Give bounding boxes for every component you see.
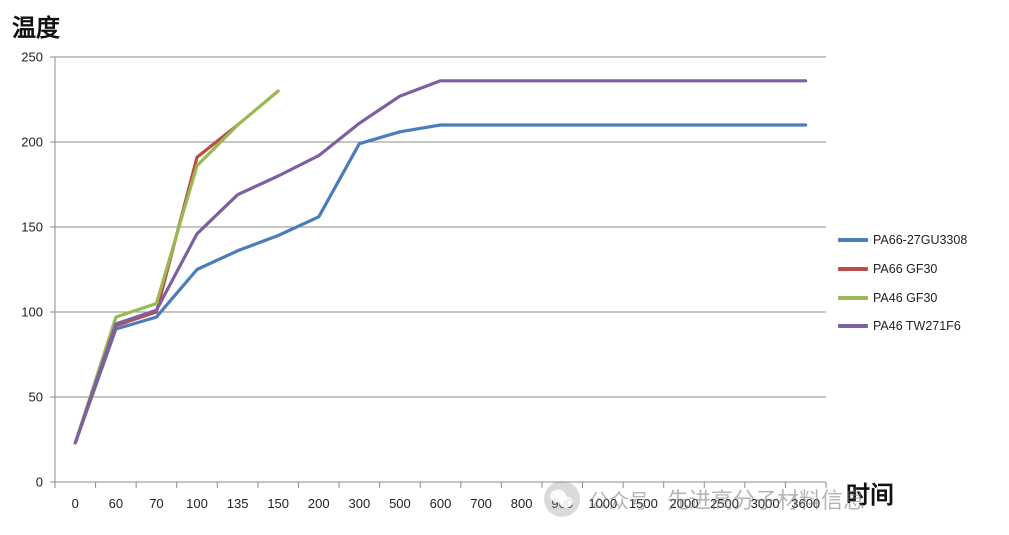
legend-label: PA66 GF30 xyxy=(873,262,938,277)
legend-item: PA66 GF30 xyxy=(838,255,1003,284)
x-tick-label: 0 xyxy=(72,496,79,511)
legend-swatch xyxy=(838,324,868,329)
legend-label: PA66-27GU3308 xyxy=(873,233,968,248)
axes xyxy=(50,56,827,488)
wechat-icon xyxy=(543,480,581,518)
legend-label: PA46 TW271F6 xyxy=(873,319,961,334)
watermark-source: 公众号 xyxy=(589,488,649,513)
legend-label: PA46 GF30 xyxy=(873,290,938,305)
legend-swatch xyxy=(838,267,868,272)
gridlines xyxy=(55,56,826,398)
x-tick-label: 1000 xyxy=(588,496,617,511)
series-line xyxy=(73,79,808,445)
x-axis-title: 时间 xyxy=(846,481,894,509)
x-tick-label: 1500 xyxy=(629,496,658,511)
y-tick-label: 200 xyxy=(21,135,43,150)
x-tick-label: 800 xyxy=(511,496,533,511)
x-tick-label: 3600 xyxy=(791,496,820,511)
legend-item: PA46 GF30 xyxy=(838,283,1003,312)
legend-item: PA46 TW271F6 xyxy=(838,312,1003,341)
x-tick-label: 2000 xyxy=(670,496,699,511)
series-line xyxy=(73,123,240,445)
y-tick-label: 150 xyxy=(21,220,43,235)
x-tick-label: 3000 xyxy=(751,496,780,511)
x-tick-label: 600 xyxy=(430,496,452,511)
y-tick-label: 100 xyxy=(21,305,43,320)
watermark-text: 先进高分子材料信息 xyxy=(667,489,866,514)
watermark: 公众号 先进高分子材料信息 xyxy=(543,480,865,518)
x-tick-label: 500 xyxy=(389,496,411,511)
x-tick-label: 135 xyxy=(227,496,249,511)
x-tick-label: 150 xyxy=(267,496,289,511)
y-tick-label: 0 xyxy=(36,475,43,490)
series-line xyxy=(73,89,280,445)
y-tick-label: 250 xyxy=(21,50,43,65)
x-tick-label: 2500 xyxy=(710,496,739,511)
y-axis-title: 温度 xyxy=(12,14,60,42)
x-tick-label: 200 xyxy=(308,496,330,511)
x-tick-label: 100 xyxy=(186,496,208,511)
x-tick-label: 700 xyxy=(470,496,492,511)
legend-swatch xyxy=(838,295,868,300)
series-lines xyxy=(73,79,808,445)
x-tick-label: 70 xyxy=(149,496,163,511)
x-tick-label: 60 xyxy=(109,496,123,511)
y-tick-labels: 0 50 100 150 200 250 xyxy=(21,50,43,490)
series-line xyxy=(73,123,808,445)
x-tick-label: 300 xyxy=(348,496,370,511)
x-tick-labels: 0607010013515020030050060070080090010001… xyxy=(72,496,820,511)
legend: PA66-27GU3308 PA66 GF30 PA46 GF30 PA46 TW27… xyxy=(838,226,1003,341)
legend-swatch xyxy=(838,238,868,243)
legend-item: PA66-27GU3308 xyxy=(838,226,1003,255)
y-tick-label: 50 xyxy=(29,390,43,405)
